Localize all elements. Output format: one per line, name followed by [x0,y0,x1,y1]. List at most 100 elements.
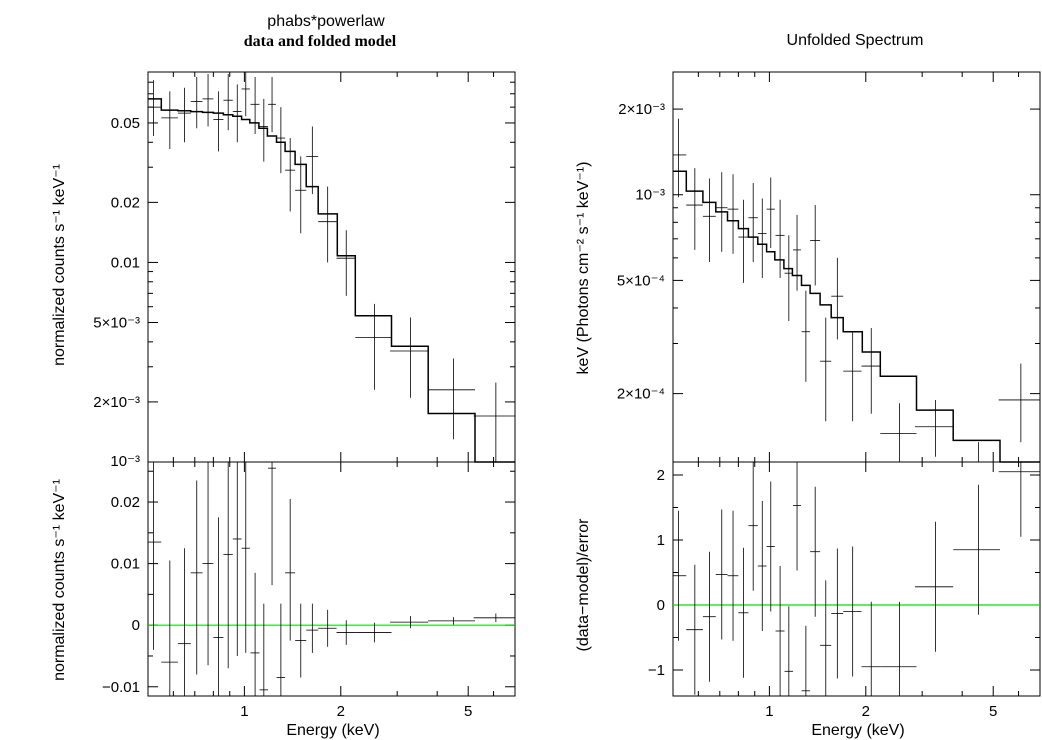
left-bottom-xtick-label: 2 [337,703,345,720]
left-bottom-frame [147,461,516,697]
right-top-data-point [792,214,801,291]
left-bottom-data-point [428,617,475,625]
left-bottom-data-point [241,462,250,653]
left-bottom-data-point [355,622,392,643]
left-bottom-data-point [161,560,178,696]
right-top-data-point [715,172,728,252]
left-top-ytick-label: 5×10⁻³ [93,315,140,332]
left-top-ytick-label: 0.02 [111,194,140,211]
left-top-data-point [232,84,242,143]
right-bottom-data-point [702,551,716,682]
right-top-ylabel: keV (Photons cm⁻² s⁻¹ keV⁻¹) [575,162,592,375]
left-bottom-data-point [473,613,515,623]
right-top-frame [672,71,1041,463]
left-bottom-data-point [223,462,233,669]
left-top-data-point [223,73,233,131]
right-top-ytick-label: 5×10⁻⁴ [617,272,665,289]
right-top-data-point [784,235,793,321]
left-top-data-point [259,98,268,162]
left-bottom-data-point [232,462,242,656]
left-bottom-ytick-label: 0.01 [111,556,140,573]
left-bottom-ylabel: normalized counts s⁻¹ keV⁻¹ [51,479,68,681]
right-bottom-ytick-label: 2 [657,467,665,484]
left-top-data-point [390,317,429,398]
right-top-model-line [673,170,1040,463]
left-top-data-point [285,138,296,212]
left-title: phabs*powerlaw [267,13,385,30]
right-top-data-point [915,399,954,457]
left-top-data-point [267,76,276,133]
right-bottom-data-point [715,509,728,640]
left-bottom-data-point [318,609,337,647]
right-top-data-point [861,328,881,414]
right-top-data-point [686,168,703,250]
left-bottom-data-point [295,603,307,678]
left-bottom-ytick-label: −0.01 [102,679,140,696]
left-bottom-data-point [202,462,214,666]
right-bottom-data-point [766,481,775,612]
right-bottom-data-point [820,580,832,696]
left-top-data-point [177,87,191,143]
panel-right-top: 2×10⁻³ 10⁻³ 5×10⁻⁴ 2×10⁻⁴ [617,71,1041,463]
left-bottom-data-point [267,462,276,586]
right-bottom-data-point [861,601,881,696]
left-top-data-point [202,73,214,127]
right-bottom-data-point [915,521,954,652]
right-top-data-point [831,257,844,340]
right-bottom-data-point [757,501,767,631]
right-bottom-data-point [673,510,687,641]
right-bottom-ytick-label: 1 [657,532,665,549]
left-subtitle: data and folded model [244,33,397,50]
right-top-data-point [738,199,749,283]
right-bottom-xtick-label: 2 [862,703,870,720]
right-top-data-point [757,198,767,278]
right-top-data-point [810,205,821,286]
left-bottom-data-point [190,480,203,675]
right-bottom-data-point [748,462,758,591]
left-top-data-point [355,303,392,390]
left-top-data-point [190,76,203,129]
panel-right-bottom: 1 2 5 2 1 0 −1 [648,461,1041,720]
left-bottom-xtick-label: 1 [240,703,248,720]
right-top-data-point [843,331,862,422]
right-bottom-data-point [810,486,821,617]
right-top-data-point [673,118,687,198]
right-top-data-point [766,177,775,248]
left-bottom-xtick-label: 5 [464,703,472,720]
left-top-data-point [473,382,515,462]
left-top-ytick-label: 0.05 [111,115,140,132]
left-top-ylabel: normalized counts s⁻¹ keV⁻¹ [51,164,68,366]
right-bottom-data-point [801,625,811,696]
left-bottom-data-point [306,603,319,653]
left-top-frame [147,71,516,463]
right-bottom-ytick-label: 0 [657,597,665,614]
left-top-data-point [213,91,224,152]
left-xlabel: Energy (keV) [286,722,379,739]
left-bottom-ytick-label: 0.02 [111,494,140,511]
right-bottom-data-point [686,564,703,695]
left-bottom-data-point [285,498,296,641]
left-bottom-data-point [336,620,356,645]
left-top-model-line [148,98,515,463]
left-top-data-point [148,80,162,137]
right-bottom-xtick-label: 1 [765,703,773,720]
left-top-data-point [306,126,319,195]
left-top-data-point [241,72,250,117]
right-bottom-data-point [784,606,793,696]
right-bottom-data-point [831,548,844,679]
left-bottom-data-point [250,572,260,696]
right-top-ytick-label: 10⁻³ [635,187,665,204]
left-top-ytick-label: 2×10⁻³ [93,394,140,411]
right-top-data-point [702,178,716,263]
right-top-data-point [775,199,785,278]
right-top-data-point [880,403,917,462]
left-top-data-point [161,91,178,150]
right-bottom-data-point [727,510,739,641]
right-bottom-data-point [880,601,917,696]
right-bottom-ytick-label: −1 [648,662,665,679]
right-top-data-point [820,317,832,422]
right-bottom-xtick-label: 5 [989,703,997,720]
left-top-data-point [276,107,286,174]
left-top-ytick-label: 10⁻³ [110,453,140,470]
